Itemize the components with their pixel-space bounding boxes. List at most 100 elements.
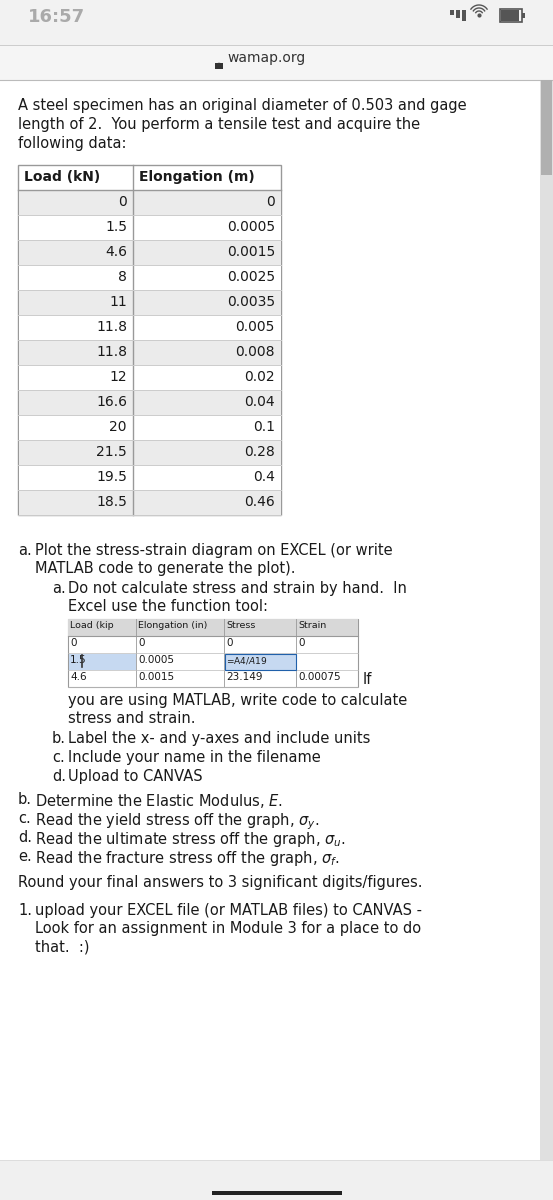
Bar [215,62,223,68]
Text: 0.46: 0.46 [244,494,275,509]
Text: c.: c. [18,811,31,826]
Bar [225,654,295,670]
Text: 0: 0 [226,638,232,648]
Text: a.: a. [52,581,66,596]
Text: Read the ultimate stress off the graph, $\sigma_u$.: Read the ultimate stress off the graph, … [35,830,346,850]
Text: 11.8: 11.8 [96,320,127,334]
Text: 18.5: 18.5 [96,494,127,509]
Text: 16.6: 16.6 [96,395,127,409]
Bar [0,0,553,44]
Text: upload your EXCEL file (or MATLAB files) to CANVAS -: upload your EXCEL file (or MATLAB files)… [35,902,422,918]
Text: 11.8: 11.8 [96,346,127,359]
Bar [541,80,552,175]
Bar [18,464,280,490]
Text: Read the fracture stress off the graph, $\sigma_f$.: Read the fracture stress off the graph, … [35,850,340,868]
Bar [540,80,553,1200]
Text: d.: d. [18,830,32,845]
Text: Do not calculate stress and strain by hand.  In: Do not calculate stress and strain by ha… [68,581,407,596]
Text: e.: e. [18,850,32,864]
Text: Upload to CANVAS: Upload to CANVAS [68,769,202,784]
Bar [18,240,280,264]
Bar [18,215,280,240]
Text: 23.149: 23.149 [226,672,263,682]
Bar [18,490,280,515]
Text: c.: c. [52,750,65,766]
Text: A steel specimen has an original diameter of 0.503 and gage: A steel specimen has an original diamete… [18,98,467,113]
Text: Elongation (m): Elongation (m) [139,170,255,184]
Text: MATLAB code to generate the plot).: MATLAB code to generate the plot). [35,560,295,576]
Text: Look for an assignment in Module 3 for a place to do: Look for an assignment in Module 3 for a… [35,922,421,936]
Text: 20: 20 [109,420,127,434]
Text: Plot the stress-strain diagram on EXCEL (or write: Plot the stress-strain diagram on EXCEL … [35,542,393,558]
Text: 16:57: 16:57 [28,8,85,26]
Text: 0.0005: 0.0005 [227,220,275,234]
Text: 12: 12 [109,370,127,384]
Text: b.: b. [18,792,32,806]
Text: Determine the Elastic Modulus, $E$.: Determine the Elastic Modulus, $E$. [35,792,283,810]
Bar [68,619,358,686]
Text: 0.0025: 0.0025 [227,270,275,284]
Bar [211,1190,342,1195]
Text: 0.04: 0.04 [244,395,275,409]
Text: 0.0015: 0.0015 [227,245,275,259]
Text: 0: 0 [138,638,144,648]
Text: 0.00075: 0.00075 [298,672,341,682]
Text: Stress: Stress [226,622,255,630]
Text: Read the yield stress off the graph, $\sigma_y$.: Read the yield stress off the graph, $\s… [35,811,319,832]
Bar [500,8,522,22]
Text: Load (kip: Load (kip [70,622,113,630]
Bar [456,10,460,18]
Text: If: If [363,672,372,686]
Text: 0.0005: 0.0005 [138,655,174,665]
Text: 4.6: 4.6 [70,672,87,682]
Text: Strain: Strain [298,622,326,630]
Text: wamap.org: wamap.org [227,50,305,65]
Bar [18,164,281,515]
Text: 0.005: 0.005 [236,320,275,334]
Text: 0: 0 [118,194,127,209]
Bar [68,619,358,636]
Bar [18,440,280,464]
Text: 0.02: 0.02 [244,370,275,384]
Bar [18,314,280,340]
Bar [462,10,466,20]
Bar [18,390,280,414]
Text: 1.5: 1.5 [105,220,127,234]
Text: 0: 0 [298,638,305,648]
Text: 0.0035: 0.0035 [227,295,275,308]
Text: stress and strain.: stress and strain. [68,710,196,726]
Text: b.: b. [52,731,66,746]
Text: 0.28: 0.28 [244,445,275,458]
Text: 0.0015: 0.0015 [138,672,174,682]
Text: that.  :): that. :) [35,938,90,954]
Bar [18,340,280,365]
Text: length of 2.  You perform a tensile test and acquire the: length of 2. You perform a tensile test … [18,116,420,132]
Text: 11: 11 [109,295,127,308]
Bar [18,190,280,215]
Bar [18,265,280,289]
Text: 1.5: 1.5 [70,655,87,665]
Bar [18,290,280,314]
Text: Load (kN): Load (kN) [24,170,100,184]
Text: you are using MATLAB, write code to calculate: you are using MATLAB, write code to calc… [68,692,407,708]
Bar [522,13,525,18]
Text: 0: 0 [266,194,275,209]
Text: 21.5: 21.5 [96,445,127,458]
Bar [0,44,553,80]
Text: Excel use the function tool:: Excel use the function tool: [68,599,268,614]
Text: Round your final answers to 3 significant digits/figures.: Round your final answers to 3 significan… [18,875,422,890]
Bar [0,1160,553,1200]
Bar [501,10,519,20]
Text: a.: a. [18,542,32,558]
Bar [450,10,454,14]
Text: 0: 0 [70,638,76,648]
Text: Label the x- and y-axes and include units: Label the x- and y-axes and include unit… [68,731,371,746]
Bar [18,365,280,390]
Text: 0.1: 0.1 [253,420,275,434]
Text: 0.4: 0.4 [253,470,275,484]
Text: 19.5: 19.5 [96,470,127,484]
Text: Include your name in the filename: Include your name in the filename [68,750,321,766]
Bar [69,654,135,670]
Text: following data:: following data: [18,136,127,151]
Text: =A4/$A$19: =A4/$A$19 [226,655,268,666]
